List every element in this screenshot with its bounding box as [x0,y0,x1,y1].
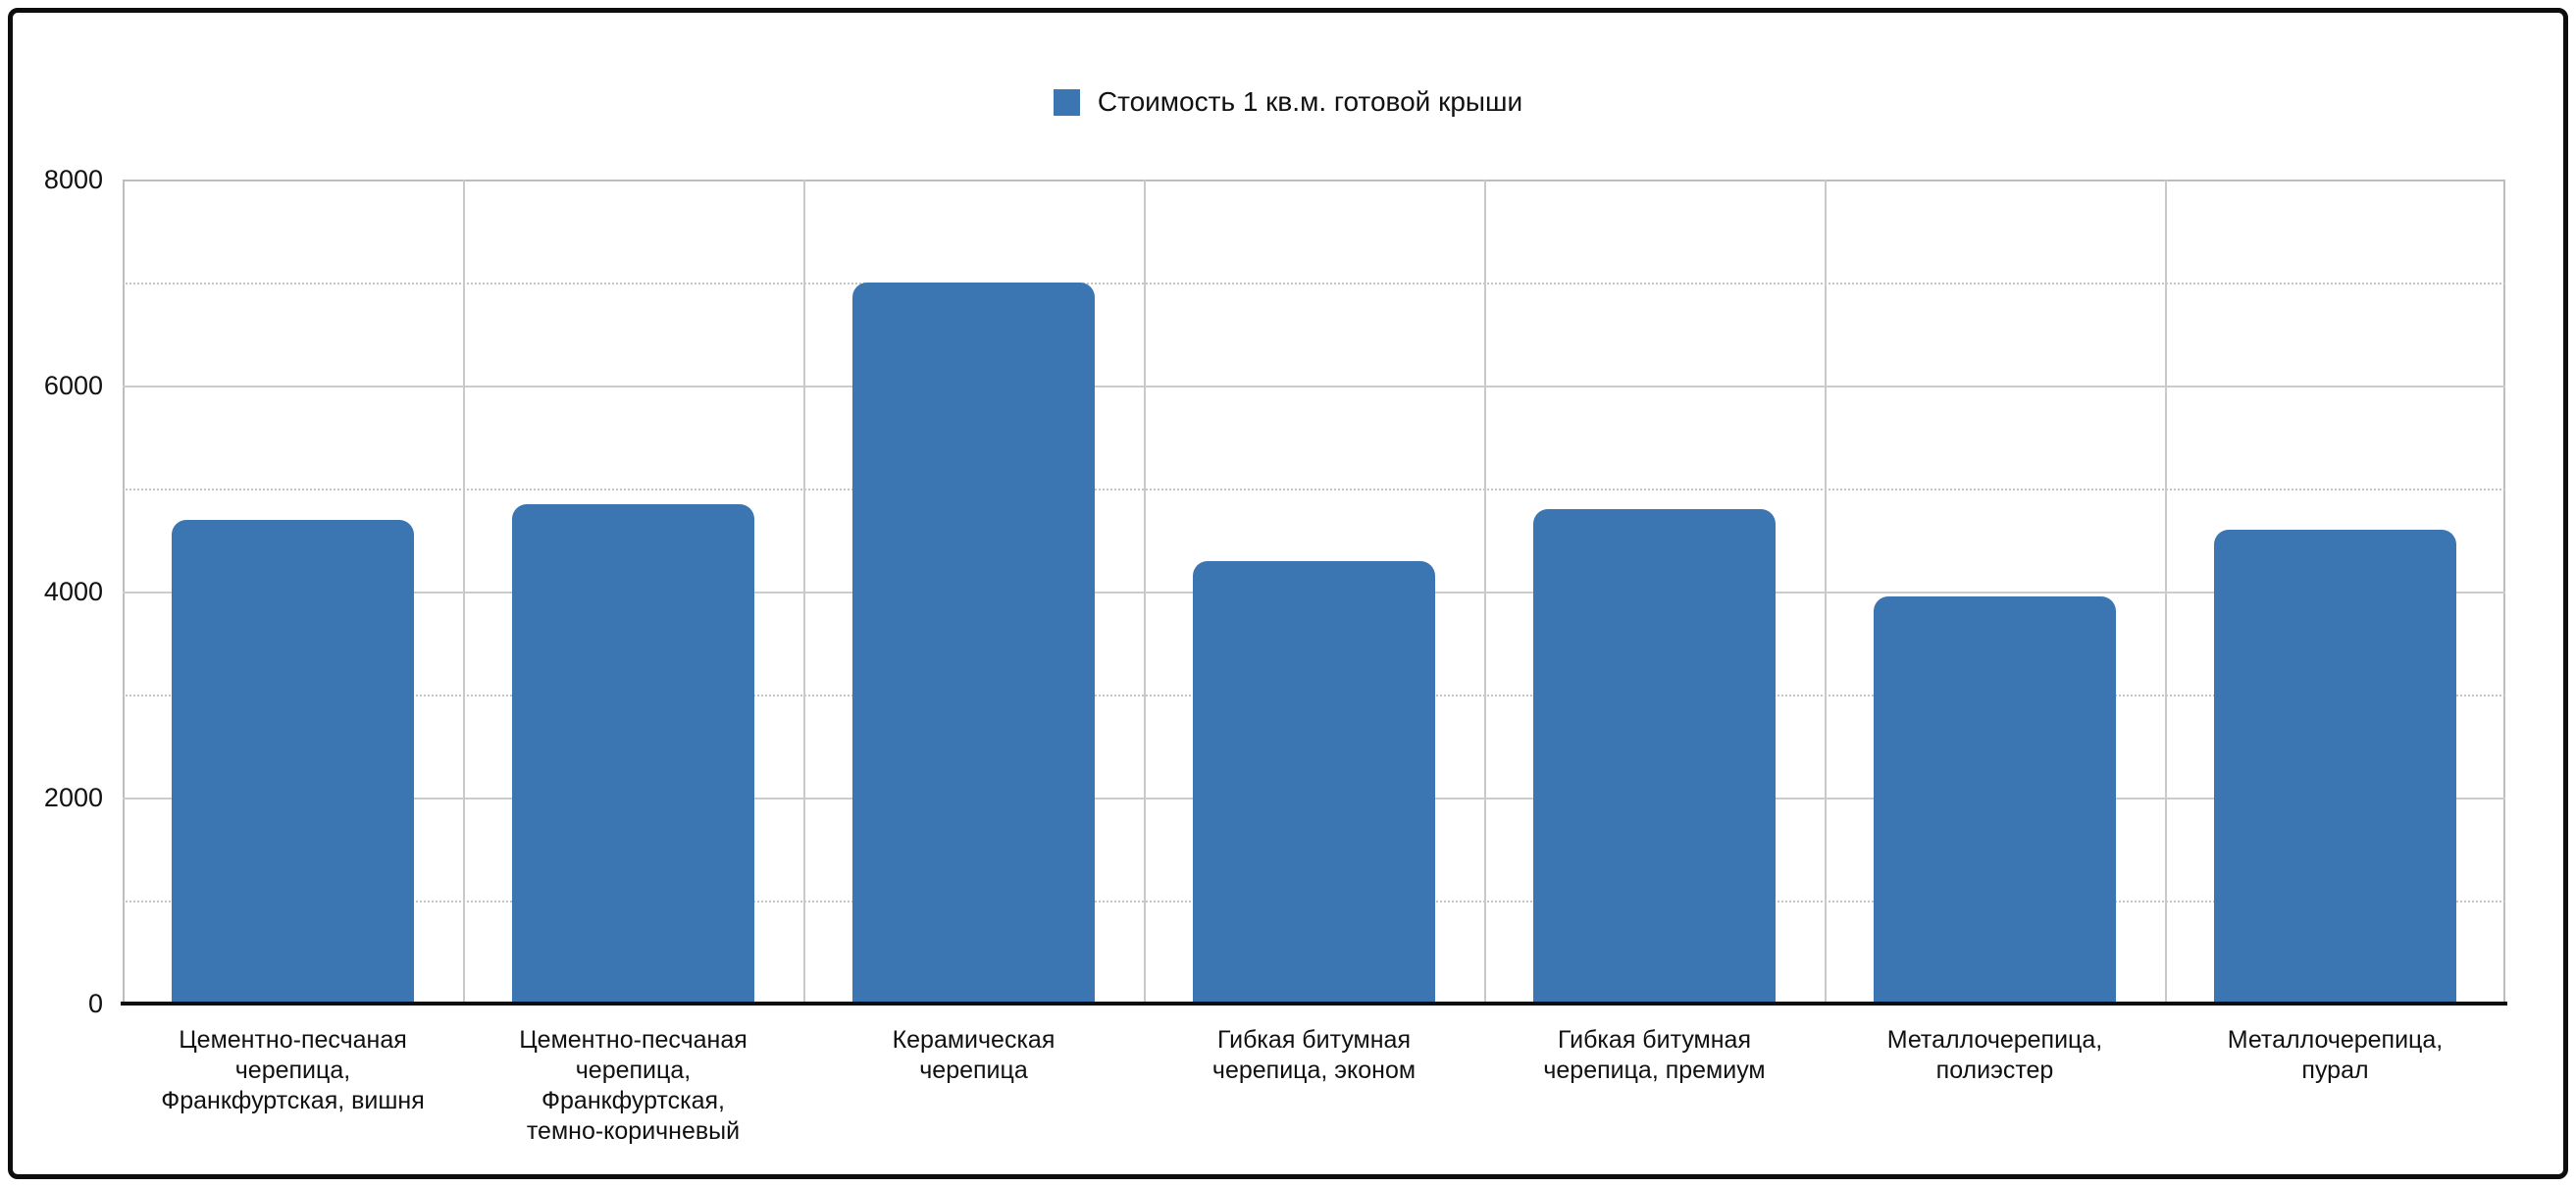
x-tick-label: Гибкая битумная черепица, премиум [1543,1026,1766,1084]
y-tick-label: 8000 [43,165,103,194]
bar-6 [1873,596,2117,1004]
category-separator-line [2165,180,2167,1004]
x-tick-label: Цементно-песчаная черепица, Франкфуртска… [161,1026,425,1114]
legend-swatch-icon [1053,88,1080,116]
y-tick-label: 6000 [43,371,103,400]
x-axis-line [121,1002,2507,1006]
category-separator-line [1484,180,1486,1004]
category-separator-line [1144,180,1146,1004]
x-tick-label: Металлочерепица, пурал [2227,1026,2444,1084]
legend: Стоимость 1 кв.м. готовой крыши [0,86,2576,118]
legend-label: Стоимость 1 кв.м. готовой крыши [1097,86,1523,117]
bar-1 [171,519,415,1004]
gridline-minor [123,489,2505,490]
category-separator-line [803,180,805,1004]
y-tick-label: 2000 [43,783,103,812]
bar-7 [2213,530,2457,1004]
y-tick-label: 4000 [43,577,103,606]
x-tick-label: Цементно-песчаная черепица, Франкфуртска… [519,1026,747,1145]
bar-4 [1192,560,1436,1004]
bar-5 [1532,509,1777,1004]
y-tick-label: 0 [87,989,103,1018]
category-separator-line [1825,180,1827,1004]
bar-2 [511,503,755,1004]
gridline-major [123,386,2505,387]
category-separator-line [463,180,465,1004]
x-tick-label: Гибкая битумная черепица, эконом [1211,1026,1417,1084]
gridline-minor [123,283,2505,284]
bar-3 [851,283,1096,1004]
x-tick-label: Металлочерепица, полиэстер [1886,1026,2103,1084]
x-tick-label: Керамическая черепица [892,1026,1056,1084]
